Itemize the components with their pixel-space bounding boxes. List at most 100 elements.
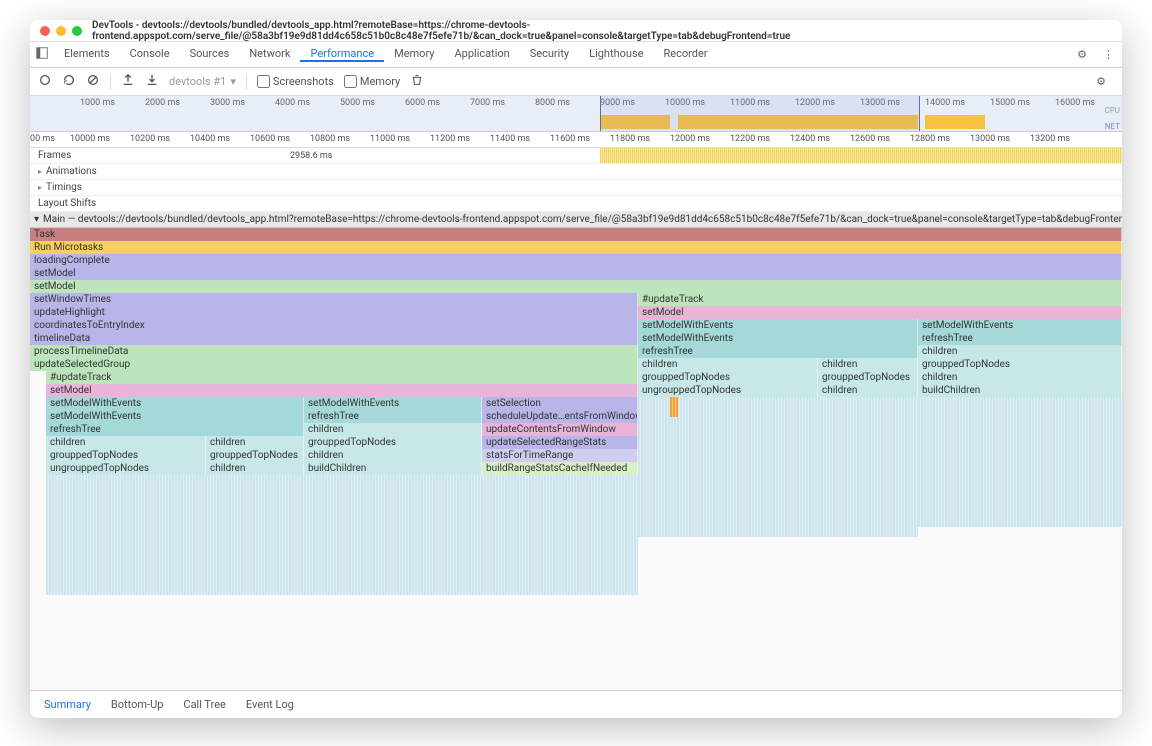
flame-bar[interactable]: children xyxy=(304,449,482,462)
details-tab-summary[interactable]: Summary xyxy=(34,698,101,711)
flame-bar[interactable]: ungrouppedTopNodes xyxy=(46,462,206,475)
flame-bar[interactable]: setModel xyxy=(46,384,638,397)
flame-bar[interactable]: refreshTree xyxy=(638,345,918,358)
details-tab-bottom-up[interactable]: Bottom-Up xyxy=(101,698,174,711)
flame-bar[interactable]: setModelWithEvents xyxy=(304,397,482,410)
flame-bar[interactable]: updateSelectedRangeStats xyxy=(482,436,638,449)
flame-bar[interactable]: children xyxy=(46,436,206,449)
flame-deep-region[interactable] xyxy=(918,397,1122,527)
flame-bar[interactable]: processTimelineData xyxy=(30,345,638,358)
frames-track[interactable]: Frames 2958.6 ms xyxy=(30,148,1122,164)
overview-tick: 16000 ms xyxy=(1055,98,1095,108)
minimize-icon[interactable] xyxy=(56,26,66,36)
flame-chart[interactable]: TaskRun MicrotasksloadingCompletesetMode… xyxy=(30,228,1122,690)
frames-strip xyxy=(600,148,1122,163)
settings-gear-icon[interactable]: ⚙ xyxy=(1069,48,1095,61)
flame-bar[interactable]: children xyxy=(638,358,818,371)
flame-bar[interactable]: children xyxy=(304,423,482,436)
clear-icon[interactable] xyxy=(86,73,100,90)
flame-bar[interactable]: buildChildren xyxy=(918,384,1122,397)
flame-bar[interactable]: buildRangeStatsCacheIfNeeded xyxy=(482,462,638,475)
timings-track[interactable]: ▸Timings xyxy=(30,180,1122,196)
ruler-tick: 13200 ms xyxy=(1030,134,1070,144)
profile-dropdown[interactable]: devtools #1 ▾ xyxy=(169,75,236,88)
flame-bar[interactable]: ungrouppedTopNodes xyxy=(638,384,818,397)
flame-bar[interactable]: grouppedTopNodes xyxy=(304,436,482,449)
flame-bar[interactable]: setSelection xyxy=(482,397,638,410)
flame-bar[interactable]: setWindowTimes xyxy=(30,293,638,306)
overview-selection[interactable] xyxy=(600,96,920,131)
flame-bar[interactable]: setModelWithEvents xyxy=(638,319,918,332)
tab-recorder[interactable]: Recorder xyxy=(653,47,717,60)
main-thread-header[interactable]: ▾ Main — devtools://devtools/bundled/dev… xyxy=(30,212,1122,228)
layout-shifts-track[interactable]: Layout Shifts xyxy=(30,196,1122,212)
flame-bar[interactable]: grouppedTopNodes xyxy=(918,358,1122,371)
memory-checkbox[interactable]: Memory xyxy=(344,75,400,88)
details-tab-call-tree[interactable]: Call Tree xyxy=(173,698,235,711)
trash-icon[interactable] xyxy=(410,73,424,90)
flame-bar[interactable]: setModel xyxy=(30,267,1122,280)
flame-bar[interactable]: refreshTree xyxy=(304,410,482,423)
flame-bar[interactable]: loadingComplete xyxy=(30,254,1122,267)
flame-bar[interactable]: grouppedTopNodes xyxy=(818,371,918,384)
tab-elements[interactable]: Elements xyxy=(54,47,120,60)
flame-bar[interactable]: children xyxy=(206,462,304,475)
animations-track[interactable]: ▸Animations xyxy=(30,164,1122,180)
flame-bar[interactable]: setModel xyxy=(638,306,1122,319)
flame-bar[interactable]: children xyxy=(818,384,918,397)
flame-bar[interactable]: grouppedTopNodes xyxy=(638,371,818,384)
flame-bar[interactable]: grouppedTopNodes xyxy=(206,449,304,462)
tab-application[interactable]: Application xyxy=(444,47,519,60)
flame-bar[interactable]: refreshTree xyxy=(918,332,1122,345)
flame-bar[interactable]: buildChildren xyxy=(304,462,482,475)
details-tab-event-log[interactable]: Event Log xyxy=(236,698,304,711)
tab-network[interactable]: Network xyxy=(239,47,300,60)
flame-bar[interactable]: children xyxy=(918,371,1122,384)
flame-bar[interactable]: statsForTimeRange xyxy=(482,449,638,462)
dock-side-icon[interactable] xyxy=(30,46,54,63)
flame-deep-region[interactable] xyxy=(638,397,918,537)
ruler-tick: 12200 ms xyxy=(730,134,770,144)
flame-bar[interactable]: #updateTrack xyxy=(46,371,638,384)
screenshots-checkbox[interactable]: Screenshots xyxy=(257,75,334,88)
download-icon[interactable] xyxy=(145,73,159,90)
close-icon[interactable] xyxy=(40,26,50,36)
tab-lighthouse[interactable]: Lighthouse xyxy=(579,47,653,60)
flame-deep-region[interactable] xyxy=(670,397,678,417)
flame-bar[interactable]: updateHighlight xyxy=(30,306,638,319)
flame-bar[interactable]: updateSelectedGroup xyxy=(30,358,638,371)
flame-bar[interactable]: setModelWithEvents xyxy=(46,397,304,410)
timeline-overview[interactable]: 1000 ms2000 ms3000 ms4000 ms5000 ms6000 … xyxy=(30,96,1122,132)
flame-bar[interactable]: setModelWithEvents xyxy=(638,332,918,345)
upload-icon[interactable] xyxy=(121,73,135,90)
flame-bar[interactable]: scheduleUpdate…entsFromWindow xyxy=(482,410,638,423)
reload-icon[interactable] xyxy=(62,73,76,90)
tab-performance[interactable]: Performance xyxy=(300,47,384,62)
tab-memory[interactable]: Memory xyxy=(384,47,444,60)
zoom-icon[interactable] xyxy=(72,26,82,36)
flame-bar[interactable]: setModelWithEvents xyxy=(918,319,1122,332)
devtools-window: DevTools - devtools://devtools/bundled/d… xyxy=(30,20,1122,718)
flame-bar[interactable]: setModelWithEvents xyxy=(46,410,304,423)
flame-bar[interactable]: children xyxy=(818,358,918,371)
ruler-tick: 11000 ms xyxy=(370,134,410,144)
flame-deep-region[interactable] xyxy=(46,475,638,595)
tab-console[interactable]: Console xyxy=(120,47,180,60)
flame-bar[interactable]: grouppedTopNodes xyxy=(46,449,206,462)
flame-bar[interactable]: #updateTrack xyxy=(638,293,1122,306)
flame-bar[interactable]: timelineData xyxy=(30,332,638,345)
flame-bar[interactable]: children xyxy=(206,436,304,449)
flame-bar[interactable]: updateContentsFromWindow xyxy=(482,423,638,436)
record-icon[interactable] xyxy=(38,73,52,90)
ruler-tick: 13000 ms xyxy=(970,134,1010,144)
flame-bar[interactable]: coordinatesToEntryIndex xyxy=(30,319,638,332)
flame-bar[interactable]: Task xyxy=(30,228,1122,241)
flame-bar[interactable]: Run Microtasks xyxy=(30,241,1122,254)
more-icon[interactable]: ⋮ xyxy=(1095,48,1122,61)
flame-bar[interactable]: children xyxy=(918,345,1122,358)
capture-settings-gear-icon[interactable]: ⚙ xyxy=(1088,75,1114,88)
flame-bar[interactable]: refreshTree xyxy=(46,423,304,436)
flame-bar[interactable]: setModel xyxy=(30,280,1122,293)
tab-security[interactable]: Security xyxy=(520,47,579,60)
tab-sources[interactable]: Sources xyxy=(180,47,240,60)
